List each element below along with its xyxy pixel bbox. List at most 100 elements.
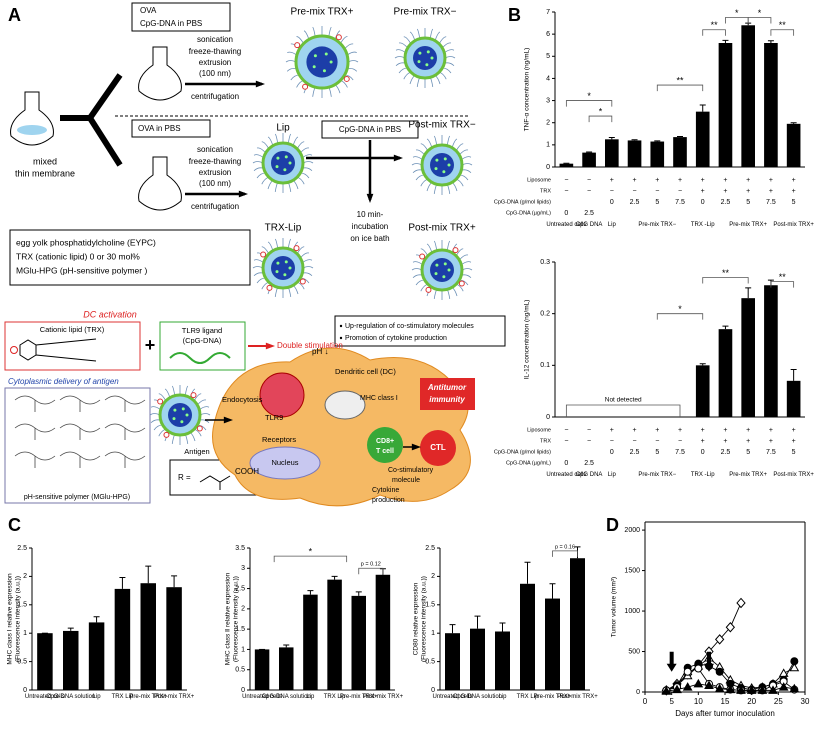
t-cell [367, 427, 403, 463]
y-tick-label: 3 [241, 565, 245, 572]
label: TLR9 [265, 413, 283, 422]
polymer-chain [253, 154, 264, 159]
polymer-chain [438, 36, 447, 45]
row-cell: 0 [564, 460, 568, 467]
row-label: CpG-DNA (g/mol lipids) [494, 199, 551, 205]
error-bar [474, 615, 481, 629]
error-bar [790, 368, 797, 381]
label: Promotion of cytokine production [345, 335, 447, 342]
antigen [312, 65, 316, 69]
significance-bracket [702, 277, 749, 284]
polymer [14, 395, 56, 412]
label: OVA in PBS [138, 124, 181, 133]
x-tick-label: Lip [92, 694, 101, 700]
arrow-head [223, 416, 233, 424]
row-cell: + [723, 177, 727, 184]
row-cell: 2.5 [630, 449, 640, 456]
row-cell: + [655, 177, 659, 184]
error-bar [722, 325, 729, 330]
marker [725, 684, 736, 694]
polymer [59, 395, 101, 412]
x-tick-label: 10 [694, 697, 703, 706]
polymer-chain [412, 156, 423, 161]
polymer-chain [461, 261, 472, 266]
significance-bracket [565, 100, 613, 107]
significance-label: ** [779, 272, 787, 282]
antigen [430, 56, 434, 60]
label: sonication [197, 35, 233, 44]
label: CTL [430, 443, 446, 452]
polymer-chain [459, 254, 469, 261]
polymer-chain [416, 28, 421, 39]
error-bar [119, 577, 126, 589]
polymer-chain [461, 156, 472, 161]
bullet [339, 324, 343, 328]
antigen [442, 275, 446, 279]
bar [627, 140, 642, 167]
row-label: TRX [540, 438, 551, 444]
y-axis-label: CD80 relative expression [413, 582, 420, 655]
polymer-chain [346, 51, 357, 56]
liposome-core [306, 46, 338, 78]
significance-bracket [656, 84, 704, 92]
arrow-head [393, 154, 403, 162]
row-cell: 7.5 [675, 449, 685, 456]
label: Antigen [184, 447, 209, 456]
label: R = [178, 473, 191, 482]
y-axis-label: (Fluorescence intensity (a.u.)) [421, 576, 428, 662]
y-tick-label: 1.5 [17, 602, 27, 609]
cation [458, 280, 465, 287]
error-bar [524, 561, 531, 584]
label: molecule [392, 477, 420, 484]
label: Pre-mix TRX− [394, 7, 457, 18]
y-tick-label: 3 [546, 97, 550, 104]
bar [327, 579, 342, 690]
bar [166, 587, 182, 690]
label: MGlu-HPG (pH-sensitive polymer ) [16, 265, 147, 275]
y-tick-label: 1500 [624, 567, 640, 574]
marker [736, 597, 746, 609]
polymer-chain [252, 266, 264, 269]
bar [520, 583, 535, 690]
significance-label: * [587, 91, 591, 101]
bar [741, 25, 755, 167]
flask [138, 46, 182, 101]
panel-label: C [8, 515, 21, 535]
bar [114, 588, 131, 690]
polymer-chain [150, 406, 161, 411]
label: sonication [197, 145, 233, 154]
antigen [180, 420, 184, 424]
box [420, 378, 475, 410]
nucleus [249, 446, 321, 480]
box [4, 387, 151, 504]
bar [351, 595, 366, 690]
antigen [443, 157, 447, 161]
polymer-chain [398, 42, 408, 49]
label: extrusion [199, 58, 231, 67]
polymer-chain [433, 240, 438, 251]
polymer-chain [434, 74, 441, 85]
error-bar [722, 39, 729, 43]
y-tick-label: 2000 [624, 527, 640, 534]
label: (100 nm) [199, 69, 231, 78]
label: + [145, 335, 156, 355]
y-axis-label: MHC class Ⅱ relative expression [225, 572, 232, 665]
row-cell: + [655, 427, 659, 434]
bar [88, 622, 105, 690]
x-tick-label: CpG DNA [575, 222, 603, 228]
row-cell: 0 [610, 449, 614, 456]
polymer-chain [285, 60, 297, 63]
marker [768, 685, 778, 694]
error-bar [608, 137, 615, 140]
label: (CpG-DNA) [183, 336, 222, 345]
marker [790, 657, 799, 666]
error-bar [790, 122, 797, 124]
row-cell: 0 [701, 199, 705, 206]
row-cell: 2.5 [630, 199, 640, 206]
error-bar [699, 104, 706, 112]
label: Dendritic cell (DC) [335, 367, 396, 376]
row-cell: − [655, 188, 659, 195]
antigen [442, 170, 446, 174]
polymer-chain [411, 268, 423, 271]
x-tick-label: CpG DNA [575, 472, 603, 478]
